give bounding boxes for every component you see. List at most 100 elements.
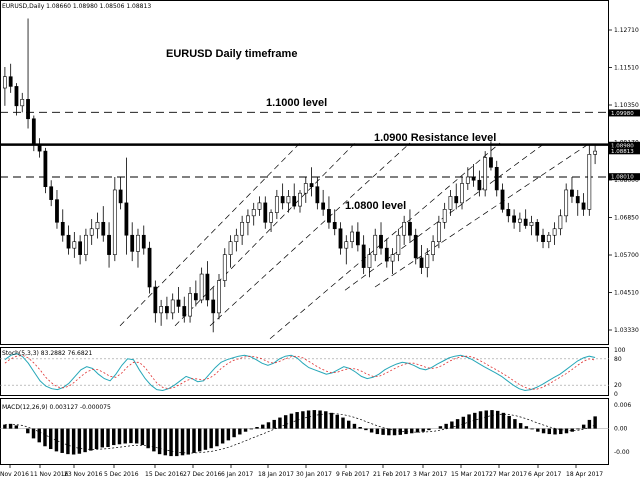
candle-body (535, 221, 540, 236)
candle-body (338, 228, 343, 249)
candle-body (217, 280, 221, 314)
candle-body (43, 150, 48, 188)
y-tick-label: 1.04510 (614, 290, 639, 297)
candle-body (361, 244, 366, 268)
candle-body (570, 189, 574, 197)
candle-body (332, 221, 337, 230)
channel-line (269, 142, 501, 340)
candle-body (60, 221, 65, 236)
stoch-tick-label: 80 (614, 356, 622, 363)
price-tag-label: 1.09980 (611, 111, 634, 117)
price-tag (609, 141, 640, 149)
candle-body (274, 196, 279, 213)
candle-body (506, 209, 511, 217)
candle-body (193, 293, 198, 301)
candle-body (384, 247, 389, 262)
x-tick-label: 27 Mar 2017 (489, 471, 527, 478)
candle-body (529, 221, 534, 226)
candle-body (147, 247, 152, 288)
price-tag (609, 173, 640, 181)
candle-body (298, 192, 302, 207)
candle-body (396, 234, 401, 255)
candle-body (280, 196, 285, 204)
y-tick-label: 1.12710 (614, 27, 639, 34)
candle-body (494, 166, 499, 191)
x-tick-label: 18 Jan 2017 (258, 471, 294, 478)
candle-body (523, 218, 528, 226)
stoch-k-line (4, 352, 596, 392)
candle-body (581, 202, 586, 210)
channel-line (174, 142, 356, 327)
candle-body (78, 241, 83, 255)
price-tag-label: 1.08980 (611, 143, 634, 149)
candle-body (130, 234, 135, 252)
candlesticks (3, 18, 597, 333)
candle-body (205, 273, 210, 301)
x-tick-label: 30 Jan 2017 (296, 471, 332, 478)
candle-body (587, 154, 592, 210)
candle-body (95, 221, 100, 230)
stoch-panel-border (0, 347, 609, 396)
candle-body (558, 215, 563, 230)
candle-body (251, 209, 256, 217)
candle-body (431, 241, 435, 255)
candle-body (408, 221, 412, 236)
price-tag-label: 1.08813 (611, 149, 634, 155)
candle-body (350, 231, 354, 243)
trend-channel-lines (119, 142, 591, 340)
candle-body (402, 221, 407, 236)
candle-body (552, 228, 557, 236)
x-tick-label: Nov 2016 (0, 471, 29, 478)
x-tick-label: 15 Dec 2016 (145, 471, 184, 478)
candle-body (72, 241, 77, 249)
candle-body (228, 241, 233, 255)
candle-body (575, 196, 580, 204)
candle-body (454, 196, 459, 204)
candle-body (153, 286, 158, 314)
candle-body (3, 76, 7, 89)
candle-body (344, 241, 349, 249)
candle-body (89, 228, 94, 236)
candle-body (199, 273, 204, 301)
price-tag-label: 1.08010 (611, 175, 634, 181)
candle-body (546, 234, 551, 243)
candle-body (500, 189, 505, 210)
candle-body (471, 176, 476, 181)
y-tick-label: 1.05700 (614, 252, 639, 259)
candle-body (327, 209, 331, 223)
symbol-header: EURUSD,Daily 1.08660 1.08980 1.08506 1.0… (2, 3, 151, 10)
annotation-1-0800-level: 1.0800 level (345, 200, 406, 212)
candle-body (20, 99, 25, 107)
x-tick-label: 27 Dec 2016 (183, 471, 222, 478)
candle-body (373, 234, 378, 255)
candle-body (14, 86, 19, 107)
candle-body (176, 299, 181, 307)
candle-body (37, 144, 42, 152)
candle-body (379, 234, 383, 249)
annotation-1-0900-resistance: 1.0900 Resistance level (374, 132, 496, 144)
candle-body (292, 196, 297, 207)
candle-body (448, 196, 453, 210)
channel-line (119, 142, 301, 327)
candle-body (419, 257, 424, 268)
candle-body (286, 196, 291, 204)
x-tick-label: 6 Jan 2017 (221, 471, 253, 478)
candle-body (240, 221, 245, 236)
price-tag (609, 147, 640, 155)
candle-body (413, 234, 418, 259)
x-tick-label: 11 Nov 2016 (30, 471, 69, 478)
candle-body (460, 183, 464, 204)
candle-body (55, 199, 59, 223)
candle-body (367, 254, 372, 268)
price-tag (609, 109, 640, 117)
candle-body (303, 183, 308, 194)
candle-body (257, 202, 262, 210)
x-tick-label: 9 Feb 2017 (336, 471, 370, 478)
candle-body (321, 202, 326, 210)
candle-body (84, 234, 88, 255)
channel-line (209, 142, 411, 327)
candle-body (141, 234, 146, 249)
y-tick-label: 1.03330 (614, 327, 639, 334)
candle-body (107, 234, 111, 255)
